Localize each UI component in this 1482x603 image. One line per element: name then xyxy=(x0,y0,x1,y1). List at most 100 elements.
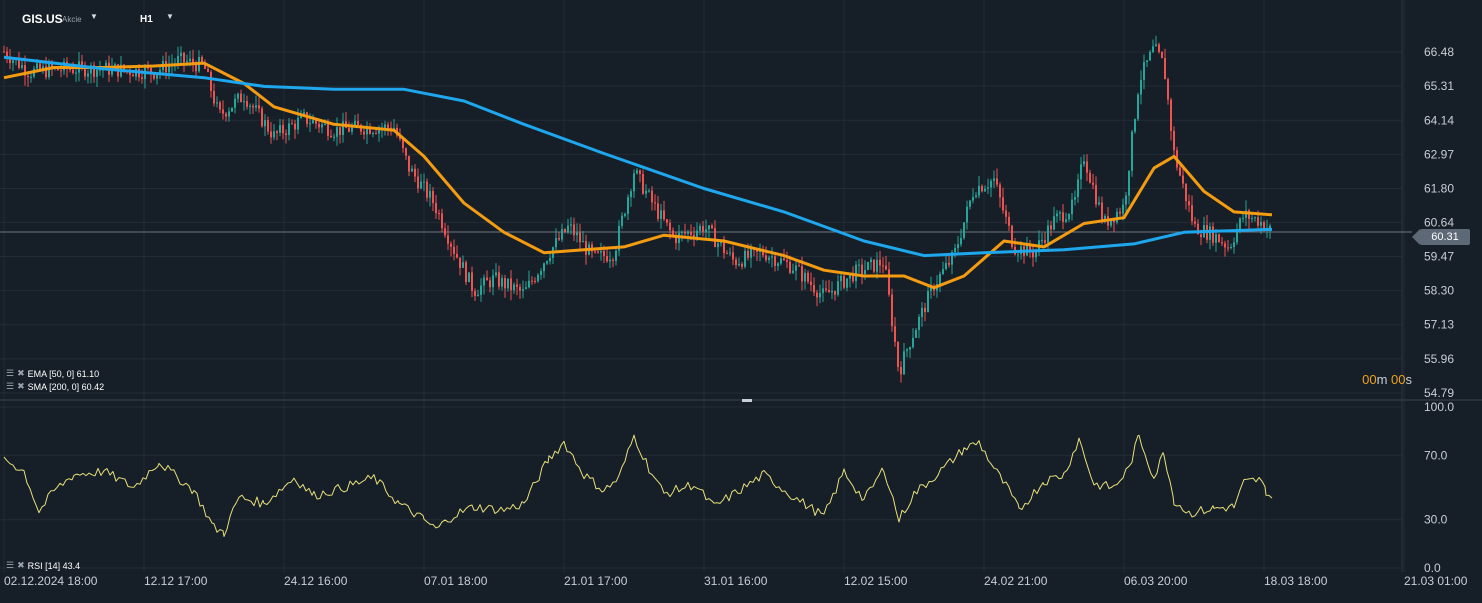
symbol-name[interactable]: GIS.US xyxy=(22,12,63,26)
candle-body xyxy=(780,258,782,264)
ema-series-line xyxy=(3,61,1273,290)
candle-body xyxy=(516,284,518,287)
candle-body xyxy=(87,73,89,77)
candle-body xyxy=(1215,234,1217,243)
candle-body xyxy=(612,259,614,261)
rsi-tick-label: 100.0 xyxy=(1424,400,1454,414)
candle-body xyxy=(663,210,665,220)
timeframe-dropdown-icon[interactable]: ▼ xyxy=(166,12,174,21)
candle-body xyxy=(1152,46,1154,52)
candle-body xyxy=(1056,213,1058,217)
time-tick-label: 12.12 17:00 xyxy=(144,574,208,588)
candle-body xyxy=(321,124,323,128)
candle-body xyxy=(1197,223,1199,235)
candle-body xyxy=(846,278,848,288)
candle-body xyxy=(435,203,437,214)
candle-body xyxy=(1032,251,1034,258)
candle-body xyxy=(927,291,929,313)
candle-body xyxy=(618,225,620,251)
candle-body xyxy=(348,127,350,132)
candle-body xyxy=(1041,240,1043,242)
candle-body xyxy=(1050,225,1052,230)
candle-body xyxy=(1005,210,1007,217)
candle-body xyxy=(195,64,197,72)
candle-body xyxy=(288,123,290,136)
candle-body xyxy=(423,181,425,183)
candle-body xyxy=(783,258,785,261)
time-tick-label: 18.03 18:00 xyxy=(1264,574,1328,588)
candle-body xyxy=(480,285,482,295)
candle-body xyxy=(696,230,698,237)
candle-body xyxy=(264,120,266,127)
candle-body xyxy=(1101,202,1103,221)
candle-body xyxy=(969,200,971,207)
candle-body xyxy=(771,256,773,258)
candle-body xyxy=(1017,254,1019,256)
rsi-legend: ☰ ✖ RSI [14] 43.4 xyxy=(6,560,80,571)
candle-body xyxy=(510,278,512,291)
candle-body xyxy=(615,250,617,261)
close-icon[interactable]: ✖ xyxy=(17,560,25,570)
candle-body xyxy=(621,215,623,226)
candle-body xyxy=(1179,167,1181,176)
price-tick-label: 61.80 xyxy=(1424,182,1454,196)
candle-body xyxy=(666,219,668,223)
settings-icon[interactable]: ☰ xyxy=(6,560,15,570)
candle-body xyxy=(561,229,563,240)
candle-body xyxy=(984,188,986,192)
price-tick-label: 55.96 xyxy=(1424,352,1454,366)
candle-body xyxy=(252,105,254,108)
candle-body xyxy=(684,231,686,234)
price-tick-label: 66.48 xyxy=(1424,45,1454,59)
symbol-dropdown-icon[interactable]: ▼ xyxy=(90,12,98,21)
candle-body xyxy=(795,265,797,271)
candle-body xyxy=(270,131,272,138)
candle-body xyxy=(777,263,779,266)
candle-body xyxy=(276,131,278,133)
candle-body xyxy=(96,69,98,77)
close-icon[interactable]: ✖ xyxy=(17,381,25,391)
candle-body xyxy=(246,101,248,107)
candle-body xyxy=(1113,219,1115,223)
timeframe-selector[interactable]: H1 xyxy=(140,14,153,25)
candle-body xyxy=(216,102,218,104)
candle-body xyxy=(633,173,635,192)
candle-body xyxy=(330,135,332,137)
candle-body xyxy=(843,275,845,288)
candle-body xyxy=(1188,201,1190,206)
timer-minutes-unit: m xyxy=(1376,372,1388,387)
candle-body xyxy=(183,52,185,63)
candle-body xyxy=(681,231,683,233)
candle-body xyxy=(156,73,158,79)
candle-body xyxy=(1080,164,1082,180)
candle-body xyxy=(630,191,632,198)
candle-body xyxy=(420,181,422,189)
candle-body xyxy=(489,280,491,288)
candle-body xyxy=(219,102,221,110)
candle-body xyxy=(525,287,527,290)
candle-body xyxy=(723,242,725,254)
candle-body xyxy=(1209,226,1211,240)
pane-resize-handle[interactable] xyxy=(742,399,752,402)
candle-body xyxy=(255,105,257,108)
candle-body xyxy=(609,259,611,262)
settings-icon[interactable]: ☰ xyxy=(6,368,15,378)
candle-body xyxy=(1119,211,1121,214)
price-tick-label: 65.31 xyxy=(1424,79,1454,93)
candle-body xyxy=(84,64,86,77)
candle-body xyxy=(6,51,8,58)
candle-body xyxy=(444,228,446,236)
candle-body xyxy=(867,262,869,271)
candle-body xyxy=(1086,161,1088,173)
candle-body xyxy=(951,251,953,265)
candle-body xyxy=(1233,242,1235,247)
candle-body xyxy=(855,264,857,282)
candle-body xyxy=(213,90,215,104)
candle-body xyxy=(273,131,275,138)
close-icon[interactable]: ✖ xyxy=(17,368,25,378)
candle-body xyxy=(279,125,281,133)
settings-icon[interactable]: ☰ xyxy=(6,381,15,391)
candle-body xyxy=(90,65,92,74)
